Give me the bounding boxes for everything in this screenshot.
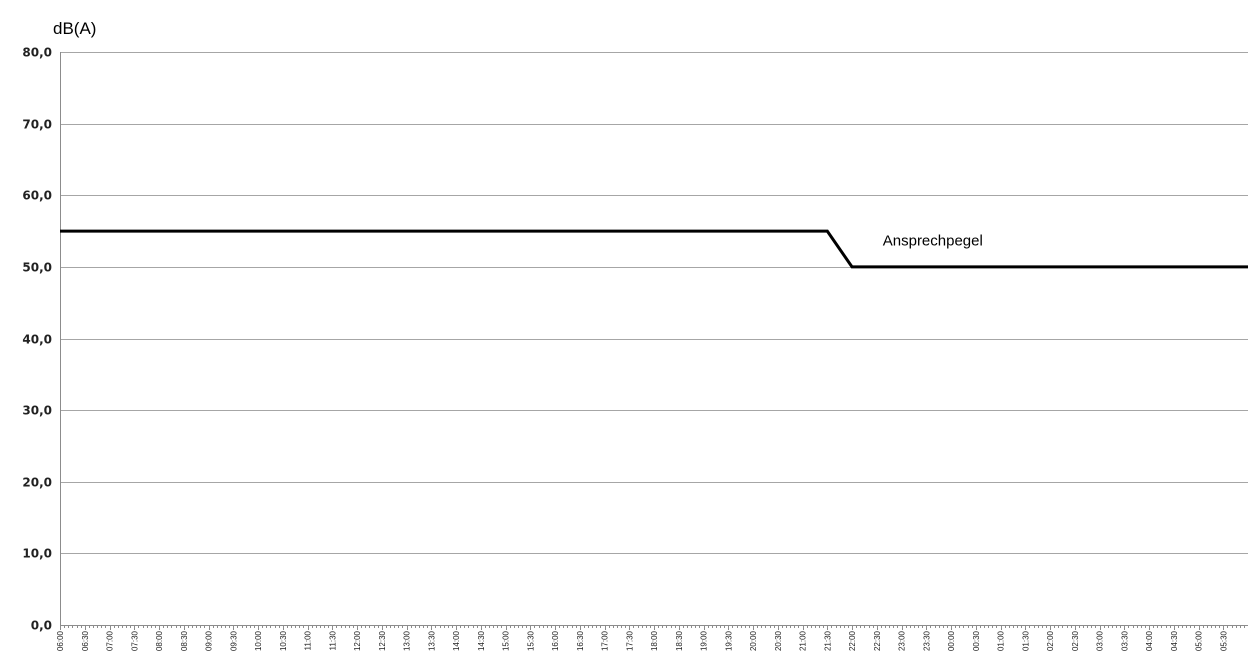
series-lines [60,229,1248,269]
x-tick-label: 08:00 [155,630,164,651]
x-tick-label: 22:30 [873,630,882,651]
series-line [60,229,1248,269]
x-tick-label: 19:00 [700,630,709,651]
annotation-label: Ansprechpegel [883,232,983,249]
x-tick-label: 18:00 [650,630,659,651]
x-tick-label: 17:30 [625,630,634,651]
x-tick-label: 06:00 [56,630,65,651]
grid-lines [60,52,1248,554]
y-axis-label: dB(A) [53,19,96,38]
x-tick-labels: 06:00 06:30 07:00 07:30 08:00 08:30 09:00 09:30… [56,630,1228,651]
x-tick-label: 15:30 [526,630,535,651]
x-tick-label: 07:30 [130,630,139,651]
x-tick-label: 05:30 [1219,630,1228,651]
x-tick-label: 12:30 [378,630,387,651]
x-tick-label: 20:30 [774,630,783,651]
x-tick-label: 22:00 [848,630,857,651]
x-tick-label: 09:30 [229,630,238,651]
x-tick-label: 02:30 [1071,630,1080,651]
y-tick-label: 20,0 [22,476,52,490]
x-tick-label: 17:00 [601,630,610,651]
x-tick-label: 16:30 [576,630,585,651]
y-tick-label: 60,0 [22,189,52,203]
y-tick-label: 80,0 [22,46,52,60]
x-tick-label: 23:00 [898,630,907,651]
x-tick-label: 21:30 [823,630,832,651]
x-tick-label: 09:00 [205,630,214,651]
axes [60,52,1248,630]
annotations: Ansprechpegel [883,232,983,249]
x-tick-label: 21:00 [799,630,808,651]
x-tick-label: 01:30 [1021,630,1030,651]
x-tick-label: 05:00 [1195,630,1204,651]
x-tick-label: 04:00 [1145,630,1154,651]
x-tick-label: 08:30 [180,630,189,651]
x-tick-label: 00:30 [972,630,981,651]
x-tick-label: 13:00 [403,630,412,651]
x-tick-label: 03:30 [1120,630,1129,651]
x-tick-label: 19:30 [724,630,733,651]
x-tick-label: 23:30 [922,630,931,651]
x-tick-label: 04:30 [1170,630,1179,651]
x-tick-label: 07:00 [106,630,115,651]
x-tick-label: 11:30 [328,630,337,650]
x-tick-label: 18:30 [675,630,684,651]
y-tick-label: 70,0 [22,118,52,132]
x-tick-label: 16:00 [551,630,560,651]
x-tick-label: 14:00 [452,630,461,651]
x-tick-label: 06:30 [81,630,90,651]
y-tick-label: 40,0 [22,333,52,347]
x-tick-label: 01:00 [997,630,1006,651]
x-tick-label: 03:00 [1096,630,1105,651]
y-tick-label: 0,0 [31,619,52,633]
x-tick-label: 13:30 [427,630,436,651]
x-tick-label: 02:00 [1046,630,1055,651]
y-tick-label: 50,0 [22,261,52,275]
x-tick-label: 14:30 [477,630,486,651]
y-tick-label: 30,0 [22,404,52,418]
x-tick-label: 10:00 [254,630,263,651]
x-tick-label: 20:00 [749,630,758,651]
x-tick-label: 12:00 [353,630,362,651]
x-tick-label: 11:00 [304,630,313,650]
x-tick-label: 00:00 [947,630,956,651]
y-tick-label: 10,0 [22,547,52,561]
y-tick-labels: 0,0 10,0 20,0 30,0 40,0 50,0 60,0 70,0 80,0 [22,46,52,633]
x-tick-label: 15:00 [502,630,511,651]
x-tick-label: 10:30 [279,630,288,651]
